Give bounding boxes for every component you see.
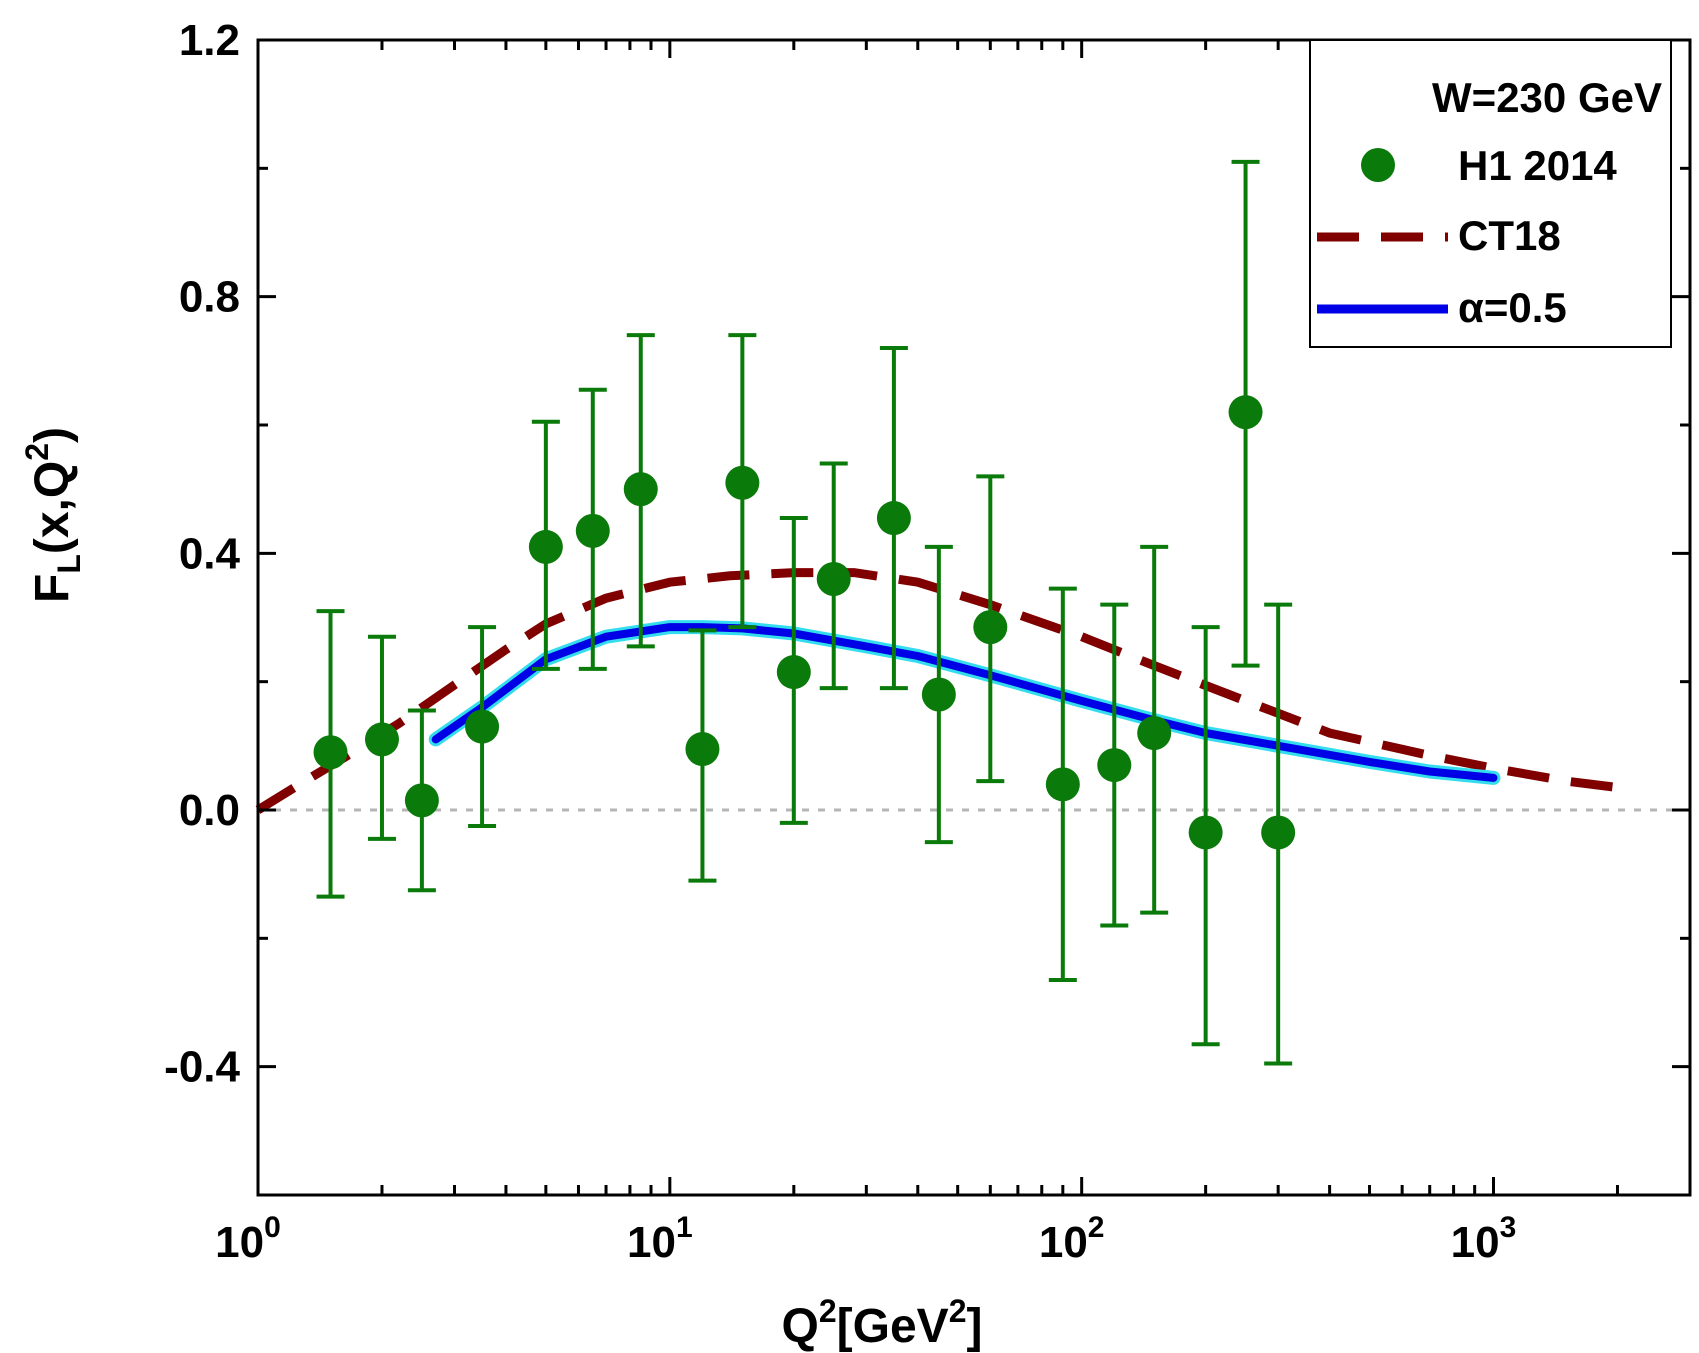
data-point [623,472,658,507]
data-point-group [776,516,811,825]
data-point-group [816,461,851,691]
data-point [1137,716,1172,750]
data-point [404,783,439,818]
data-point [364,722,399,757]
data-point-group [725,333,760,630]
y-tick-label: 0.0 [179,786,240,835]
data-point-group [623,333,658,649]
y-axis-title: FL(x,Q2) [19,427,87,603]
data-point-group [1261,602,1296,1066]
data-point-group [876,346,911,691]
data-point-group [1137,544,1172,915]
y-tick-label: -0.4 [164,1043,240,1092]
data-point [313,735,348,770]
data-point [528,529,563,564]
data-point-group [1045,586,1080,983]
data-point-group [921,544,956,845]
data-point [973,610,1008,645]
data-point-group [1188,625,1223,1047]
data-point [1261,815,1296,850]
data-point [1188,815,1223,850]
y-tick-label: 1.2 [179,16,240,65]
data-point [465,709,500,744]
series-line-ct18 [255,568,1619,814]
data-point [1097,748,1132,783]
legend-label-ct18: CT18 [1458,212,1561,259]
data-point-group [1097,602,1132,928]
legend-label-alpha: α=0.5 [1458,284,1567,331]
data-point-group [465,625,500,829]
data-point-group [973,474,1008,784]
x-tick-label: 102 [1039,1211,1105,1267]
data-point-group [685,628,720,883]
legend-title: W=230 GeV [1432,74,1662,121]
legend-label-h1-2014: H1 2014 [1458,142,1617,189]
legend-box [1309,39,1672,348]
data-point [685,732,720,767]
axes: 1.2 0.8 0.4 0.0 -0.4 100 101 102 103 [164,16,1692,1267]
data-point [876,501,911,536]
data-point [575,513,610,548]
legend: W=230 GeV H1 2014 CT18 α=0.5 [1309,39,1672,348]
plot-area [255,159,1690,1066]
data-point [816,562,851,596]
x-tick-label: 101 [627,1211,693,1267]
data-point [1045,767,1080,802]
axes-frame [256,38,1692,1197]
data-point-group [364,634,399,841]
data-point [1228,395,1263,430]
data-point [776,655,811,690]
data-point-group [404,708,439,893]
data-point-group [1228,159,1263,668]
data-point-group [313,609,348,899]
data-point-group [575,387,610,671]
legend-marker-h1-2014 [1361,148,1395,182]
data-point [921,677,956,712]
y-tick-label: 0.4 [179,529,241,578]
data-point-group [528,419,563,671]
x-tick-label: 100 [215,1211,281,1267]
y-tick-label: 0.8 [179,273,240,322]
x-tick-label: 103 [1451,1211,1517,1267]
x-axis-title: Q2[GeV2] [782,1293,983,1353]
data-point [725,465,760,500]
